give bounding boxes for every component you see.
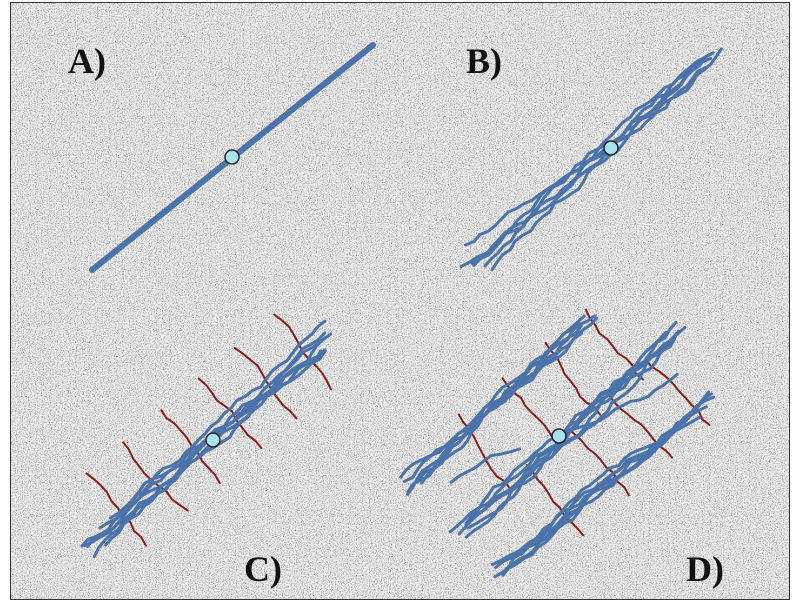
strand [410, 331, 583, 487]
frame [10, 2, 790, 600]
node [224, 149, 240, 165]
strand [466, 336, 677, 526]
strand [472, 65, 708, 267]
node [205, 432, 221, 448]
strand [490, 51, 715, 272]
panel-label: A) [68, 41, 106, 81]
strand [83, 319, 327, 547]
strand [448, 330, 680, 534]
cross-link [233, 347, 298, 420]
node [551, 428, 567, 444]
strand [557, 372, 679, 440]
cross-link [526, 464, 585, 537]
strand [470, 51, 715, 265]
panel-label: C) [244, 549, 282, 589]
strand [449, 447, 522, 484]
strand [463, 61, 700, 247]
strand [399, 314, 586, 479]
strand [491, 390, 710, 566]
panel-label: B) [466, 41, 502, 81]
strand [466, 321, 678, 530]
cross-link [644, 359, 711, 426]
artwork [80, 42, 723, 579]
cross-link [567, 427, 630, 497]
node [603, 140, 619, 156]
cross-link [85, 472, 147, 547]
cross-link [197, 377, 263, 450]
strand [80, 336, 327, 548]
panel-label: D) [686, 549, 724, 589]
